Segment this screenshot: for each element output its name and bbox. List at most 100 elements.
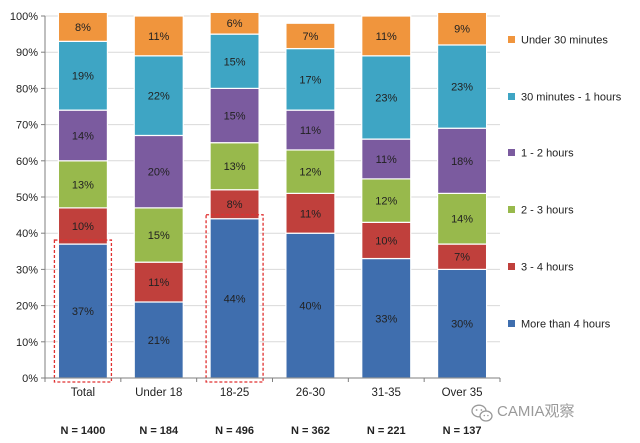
bar-segment <box>57 40 109 111</box>
bar-value-label: 30% <box>451 319 473 331</box>
bar-value-label: 20% <box>148 167 170 179</box>
sample-size-label: N = 221 <box>367 425 406 437</box>
bar-value-label: 44% <box>224 293 246 305</box>
x-category-label: 26-30 <box>296 387 325 399</box>
bar-value-label: 23% <box>375 92 397 104</box>
bar-value-label: 11% <box>300 208 321 220</box>
legend-label: 1 - 2 hours <box>521 148 574 160</box>
wechat-icon <box>471 404 493 422</box>
bar-value-label: 7% <box>302 31 318 43</box>
bar-segment <box>57 243 109 379</box>
x-category-label: 18-25 <box>220 387 249 399</box>
bar-value-label: 14% <box>72 130 94 142</box>
bar-value-label: 11% <box>376 31 397 43</box>
y-tick-label: 50% <box>16 192 38 204</box>
sample-size-label: N = 184 <box>139 425 179 437</box>
bar-segment <box>436 11 488 46</box>
y-tick-label: 30% <box>16 264 38 276</box>
x-category-label: Over 35 <box>442 387 483 399</box>
bar-segment <box>133 15 184 57</box>
bar-segment <box>57 207 109 245</box>
legend-label: 3 - 4 hours <box>521 262 574 274</box>
bar-segment <box>133 134 184 209</box>
legend-label: More than 4 hours <box>521 319 611 331</box>
bar-value-label: 40% <box>299 301 321 313</box>
bar-segment <box>133 261 184 303</box>
bar-value-label: 10% <box>375 235 397 247</box>
bar-value-label: 19% <box>72 71 94 83</box>
bar-value-label: 6% <box>227 18 243 30</box>
sample-size-label: N = 1400 <box>60 425 105 437</box>
bar-value-label: 10% <box>72 221 94 233</box>
legend-label: 30 minutes - 1 hours <box>521 92 622 104</box>
bar-segment <box>209 218 260 379</box>
highlight-box <box>53 239 113 383</box>
bar-value-label: 15% <box>224 56 246 68</box>
bar-value-label: 14% <box>451 214 473 226</box>
bar-value-label: 12% <box>375 196 397 208</box>
bar-segment <box>361 138 412 180</box>
y-tick-label: 90% <box>16 47 38 59</box>
bar-segment <box>361 15 412 57</box>
bar-value-label: 22% <box>148 91 170 103</box>
bar-segment <box>436 127 488 194</box>
bar-segment <box>436 192 488 245</box>
bar-segment <box>209 87 260 144</box>
bar-segment <box>209 189 260 220</box>
bar-segment <box>285 192 336 234</box>
watermark-text: CAMIA观察 <box>497 402 575 420</box>
legend-swatch <box>508 36 515 43</box>
legend: Under 30 minutes 30 minutes - 1 hours 1 - … <box>508 35 622 331</box>
watermark: CAMIA观察 <box>471 402 575 422</box>
y-tick-label: 60% <box>16 156 38 168</box>
bar-value-label: 13% <box>224 161 246 173</box>
bar-segment <box>57 11 109 42</box>
y-tick-label: 40% <box>16 228 38 240</box>
bar-segment <box>436 44 488 129</box>
bar-value-label: 33% <box>375 313 397 325</box>
bar-segment <box>209 33 260 89</box>
sample-size-label: N = 362 <box>291 425 330 437</box>
bars: 37% 10% 13% 14% 19% 8% 21% 11% 15% 20% 22% 11% 44% 8%… <box>53 11 488 383</box>
bar-segment <box>285 47 336 111</box>
legend-label: Under 30 minutes <box>521 35 608 47</box>
y-tick-label: 10% <box>16 337 38 349</box>
bar-value-label: 17% <box>299 74 321 86</box>
y-gridlines <box>45 15 500 379</box>
bar-segment <box>133 55 184 137</box>
x-category-label: Total <box>71 387 95 399</box>
y-tick-label: 20% <box>16 301 38 313</box>
bar-value-label: 8% <box>227 199 243 211</box>
legend-swatch <box>508 93 515 100</box>
bar-segment <box>285 22 336 50</box>
sample-size-label: N = 496 <box>215 425 254 437</box>
x-category-label: 31-35 <box>372 387 401 399</box>
bar-value-label: 11% <box>376 154 397 166</box>
bar-value-label: 21% <box>148 335 170 347</box>
highlight-box <box>205 214 264 383</box>
bar-segment <box>361 257 412 379</box>
bar-value-label: 11% <box>148 277 169 289</box>
bar-value-label: 11% <box>148 31 169 43</box>
bar-value-label: 37% <box>72 306 94 318</box>
legend-swatch <box>508 263 515 270</box>
legend-swatch <box>508 206 515 213</box>
bar-segment <box>436 268 488 379</box>
bar-value-label: 15% <box>224 111 246 123</box>
bar-value-label: 11% <box>300 125 321 137</box>
sample-size-label: N = 137 <box>443 425 482 437</box>
bar-segment <box>133 207 184 263</box>
bar-segment <box>209 11 260 35</box>
y-tick-label: 100% <box>10 11 38 23</box>
bar-value-label: 9% <box>454 24 470 36</box>
x-axis: Total N = 1400 Under 18 N = 184 18-25 N = 496… <box>44 377 501 437</box>
legend-swatch <box>508 320 515 327</box>
bar-value-label: 7% <box>454 252 470 264</box>
bar-segment <box>285 232 336 379</box>
legend-swatch <box>508 149 515 156</box>
y-tick-label: 80% <box>16 83 38 95</box>
legend-label: 2 - 3 hours <box>521 205 574 217</box>
y-tick-label: 70% <box>16 120 38 132</box>
bar-value-label: 8% <box>75 22 91 34</box>
